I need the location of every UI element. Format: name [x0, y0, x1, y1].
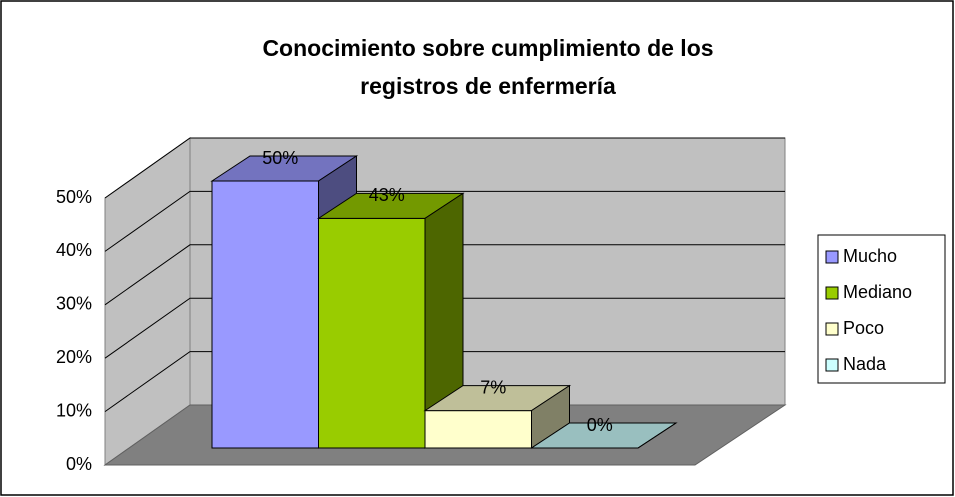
bar — [424, 410, 532, 449]
chart-title: Conocimiento sobre cumplimiento de los — [262, 35, 713, 61]
legend — [817, 234, 946, 384]
grid-line — [104, 137, 785, 199]
grid-line — [104, 297, 785, 359]
bar — [211, 180, 319, 449]
grid-line — [104, 244, 785, 306]
y-tick-label: 40% — [56, 240, 92, 260]
data-label: 0% — [587, 415, 613, 435]
data-label: 43% — [369, 185, 405, 205]
legend-swatch — [825, 358, 839, 372]
legend-label: Poco — [843, 318, 884, 338]
grid-line — [104, 351, 785, 413]
y-tick-label: 20% — [56, 347, 92, 367]
legend-label: Mucho — [843, 246, 897, 266]
y-tick-label: 50% — [56, 187, 92, 207]
legend-swatch — [825, 286, 839, 300]
legend-label: Mediano — [843, 282, 912, 302]
y-tick-label: 30% — [56, 294, 92, 314]
y-tick-label: 0% — [66, 454, 92, 474]
legend-label: Nada — [843, 354, 887, 374]
bar — [318, 217, 426, 449]
bar-side — [637, 422, 677, 449]
data-label: 7% — [480, 377, 506, 397]
legend-swatch — [825, 322, 839, 336]
data-label: 50% — [262, 148, 298, 168]
chart-title: registros de enfermería — [360, 73, 616, 99]
y-tick-label: 10% — [56, 400, 92, 420]
legend-swatch — [825, 250, 839, 264]
grid-line — [104, 190, 785, 252]
